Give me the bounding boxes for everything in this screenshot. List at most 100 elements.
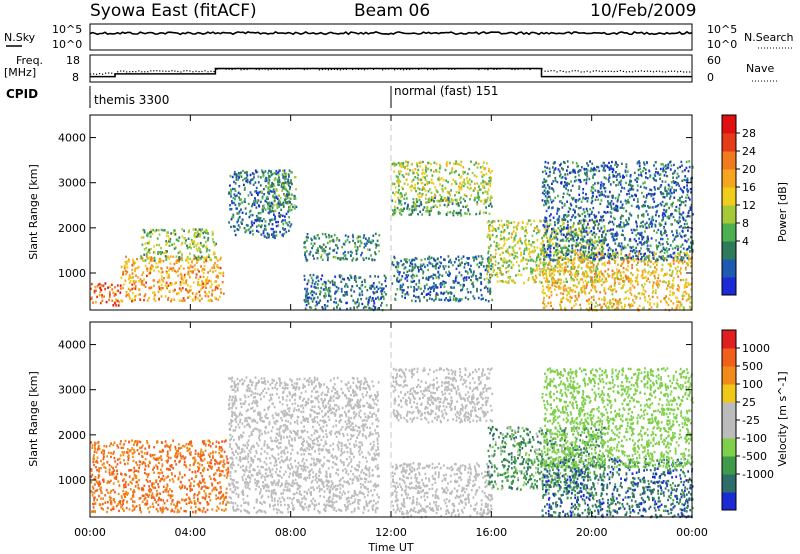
heatmap-cell: [275, 225, 278, 228]
heatmap-cell: [397, 265, 400, 269]
heatmap-cell: [569, 286, 572, 290]
heatmap-cell: [497, 267, 499, 270]
heatmap-cell: [153, 245, 155, 248]
nave-point: [397, 68, 399, 70]
nave-point: [351, 68, 354, 71]
heatmap-cell: [612, 272, 614, 276]
heatmap-cell: [613, 284, 616, 287]
heatmap-cell: [161, 278, 163, 281]
heatmap-cell: [193, 235, 196, 239]
heatmap-cell: [575, 242, 578, 245]
heatmap-cell: [668, 216, 671, 220]
heatmap-cell: [570, 233, 572, 237]
heatmap-cell: [455, 267, 458, 271]
heatmap-cell: [647, 192, 650, 196]
heatmap-cell: [252, 233, 254, 236]
heatmap-cell: [653, 173, 656, 176]
heatmap-cell: [662, 259, 665, 262]
heatmap-cell: [520, 273, 523, 277]
heatmap-cell: [641, 293, 643, 296]
heatmap-cell: [180, 256, 183, 259]
freq-label-1: Freq.: [16, 54, 43, 67]
heatmap-cell: [616, 233, 619, 236]
heatmap-cell: [644, 299, 647, 302]
heatmap-cell: [209, 298, 212, 302]
heatmap-cell: [149, 235, 152, 238]
heatmap-cell: [685, 251, 688, 255]
heatmap-cell: [380, 292, 383, 296]
heatmap-cell: [590, 280, 592, 283]
heatmap-cell: [600, 283, 603, 287]
nave-point: [412, 68, 414, 70]
heatmap-cell: [652, 281, 655, 284]
heatmap-cell: [615, 231, 618, 234]
heatmap-cell: [494, 263, 497, 267]
heatmap-cell: [594, 189, 597, 192]
heatmap-cell: [632, 257, 635, 261]
heatmap-cell: [285, 212, 288, 216]
nave-point: [339, 69, 341, 71]
heatmap-cell: [644, 270, 647, 273]
heatmap-cell: [471, 171, 474, 175]
heatmap-cell: [403, 182, 406, 185]
heatmap-cell: [578, 207, 580, 210]
heatmap-cell: [187, 270, 190, 274]
heatmap-cell: [608, 166, 611, 169]
heatmap-cell: [158, 287, 161, 291]
heatmap-cell: [612, 181, 615, 184]
heatmap-cell: [569, 250, 572, 254]
heatmap-cell: [192, 228, 195, 231]
heatmap-cell: [430, 206, 433, 210]
heatmap-cell: [540, 250, 543, 254]
heatmap-cell: [535, 276, 538, 279]
heatmap-cell: [158, 280, 161, 283]
heatmap-cell: [320, 256, 322, 259]
heatmap-cell: [631, 284, 634, 287]
heatmap-cell: [171, 268, 174, 271]
heatmap-cell: [489, 184, 492, 188]
heatmap-cell: [687, 211, 690, 215]
heatmap-cell: [473, 199, 476, 202]
nave-point: [354, 68, 357, 70]
heatmap-cell: [532, 276, 534, 279]
heatmap-cell: [490, 205, 493, 208]
heatmap-cell: [185, 288, 187, 291]
heatmap-cell: [212, 253, 215, 256]
heatmap-cell: [662, 255, 665, 258]
heatmap-cell: [254, 181, 257, 184]
heatmap-cell: [283, 232, 286, 236]
heatmap-cell: [670, 164, 673, 167]
heatmap-cell: [283, 178, 286, 181]
heatmap-cell: [593, 241, 596, 244]
heatmap-cell: [332, 283, 334, 286]
heatmap-cell: [204, 257, 207, 260]
heatmap-cell: [602, 263, 604, 266]
heatmap-cell: [542, 263, 545, 267]
heatmap-cell: [501, 279, 504, 283]
heatmap-cell: [482, 191, 484, 195]
heatmap-cell: [492, 270, 495, 273]
heatmap-cell: [393, 205, 396, 208]
heatmap-cell: [593, 213, 596, 217]
nave-point: [511, 68, 513, 70]
heatmap-cell: [202, 282, 205, 286]
heatmap-cell: [232, 225, 235, 228]
nave-point: [658, 70, 661, 72]
heatmap-cell: [263, 234, 266, 238]
heatmap-cell: [542, 299, 545, 302]
heatmap-cell: [248, 215, 251, 219]
heatmap-cell: [596, 243, 599, 247]
heatmap-cell: [595, 233, 598, 236]
heatmap-cell: [557, 217, 560, 220]
heatmap-cell: [241, 201, 244, 204]
heatmap-cell: [406, 291, 409, 294]
heatmap-cell: [644, 204, 646, 207]
heatmap-cell: [198, 290, 201, 293]
heatmap-cell: [304, 300, 307, 304]
heatmap-cell: [329, 290, 331, 293]
heatmap-cell: [317, 301, 320, 304]
heatmap-cell: [409, 261, 412, 265]
heatmap-cell: [547, 286, 550, 290]
heatmap-cell: [356, 284, 358, 287]
heatmap-cell: [684, 226, 686, 229]
